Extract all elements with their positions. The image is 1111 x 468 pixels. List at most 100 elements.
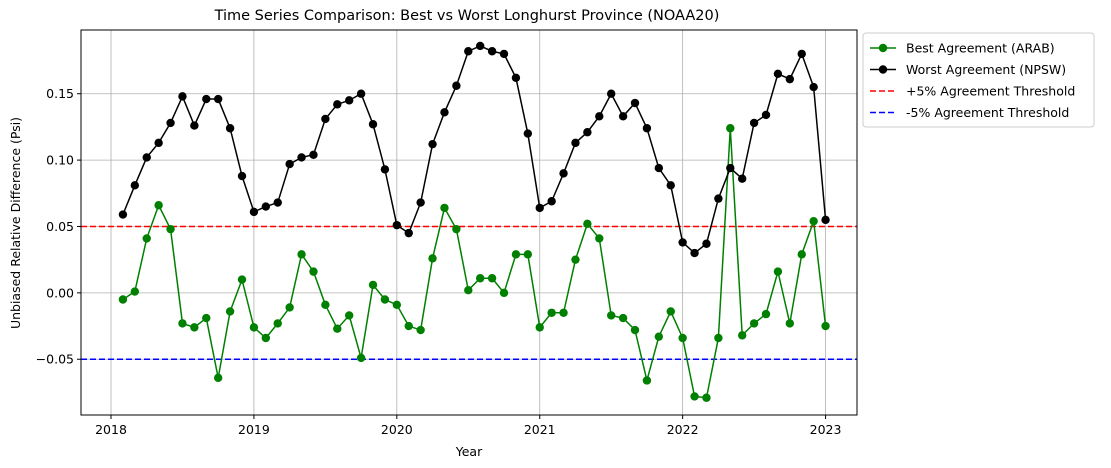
data-point xyxy=(464,286,473,295)
data-point xyxy=(273,319,282,328)
data-point xyxy=(333,100,342,109)
x-tick-label: 2023 xyxy=(810,422,842,437)
y-tick-label: 0.10 xyxy=(46,153,74,168)
data-point xyxy=(571,255,580,264)
data-point xyxy=(452,81,461,90)
data-point xyxy=(380,165,390,174)
data-point xyxy=(404,321,413,331)
data-point xyxy=(487,274,497,283)
data-point xyxy=(321,114,330,124)
series-group xyxy=(118,124,830,402)
data-point xyxy=(547,308,556,317)
data-point xyxy=(309,267,318,276)
data-point xyxy=(190,323,199,332)
data-point xyxy=(678,333,687,343)
data-point xyxy=(118,295,128,304)
data-point xyxy=(118,210,128,219)
data-point xyxy=(583,128,592,137)
data-point xyxy=(714,194,723,203)
series-line xyxy=(122,45,827,255)
data-point xyxy=(618,112,628,121)
data-point xyxy=(571,138,580,148)
data-point xyxy=(344,96,354,105)
legend-label: Worst Agreement (NPSW) xyxy=(906,62,1066,77)
data-point xyxy=(249,207,259,217)
data-point xyxy=(690,392,699,401)
legend-swatch-marker xyxy=(878,43,888,53)
legend-label: -5% Agreement Threshold xyxy=(906,105,1069,120)
data-point xyxy=(416,198,425,207)
data-point xyxy=(213,94,223,104)
data-point xyxy=(702,393,711,402)
data-point xyxy=(654,163,664,173)
data-point xyxy=(511,250,521,259)
data-point xyxy=(726,124,735,133)
data-point xyxy=(737,174,747,183)
series-line xyxy=(122,128,827,399)
data-point xyxy=(237,171,247,181)
data-point xyxy=(761,309,771,319)
data-point xyxy=(154,138,163,148)
data-point xyxy=(225,124,235,133)
legend-label: Best Agreement (ARAB) xyxy=(906,41,1055,56)
data-point xyxy=(428,139,437,149)
data-point xyxy=(213,373,223,383)
data-point xyxy=(618,313,628,323)
data-point xyxy=(130,181,140,190)
data-point xyxy=(464,47,473,56)
data-point xyxy=(428,254,437,263)
data-point xyxy=(630,98,640,108)
data-point xyxy=(821,321,830,331)
data-point xyxy=(666,307,675,316)
data-point xyxy=(225,307,235,316)
data-point xyxy=(511,73,521,82)
x-tick-label: 2022 xyxy=(667,422,699,437)
y-tick-label: 0.15 xyxy=(46,86,74,101)
data-point xyxy=(440,108,449,117)
data-point xyxy=(773,267,783,276)
legend-swatch-marker xyxy=(878,65,888,74)
series-layer xyxy=(118,41,830,402)
data-point xyxy=(380,295,390,304)
x-axis-label: Year xyxy=(455,444,483,459)
data-point xyxy=(547,197,556,206)
data-point xyxy=(606,311,616,320)
data-point xyxy=(178,92,187,101)
plot-frame xyxy=(80,29,858,416)
data-point xyxy=(416,325,425,335)
data-point xyxy=(499,49,509,59)
data-point xyxy=(714,333,723,343)
data-point xyxy=(690,248,699,258)
data-point xyxy=(583,219,592,229)
y-tick-label: −0.05 xyxy=(36,352,74,367)
data-point xyxy=(535,323,544,332)
data-point xyxy=(797,250,806,259)
data-point xyxy=(642,376,652,385)
data-point xyxy=(749,118,759,128)
axis-ticks: 2018 2019 2020 2021 2022 2023 −0.05 0.00 0.05 0.1… xyxy=(36,86,842,437)
data-point xyxy=(595,112,604,121)
data-point xyxy=(785,319,795,328)
data-point xyxy=(309,150,318,159)
legend-label: +5% Agreement Threshold xyxy=(906,84,1075,99)
data-point xyxy=(344,311,354,320)
data-point xyxy=(606,89,616,98)
data-point xyxy=(285,303,294,312)
data-point xyxy=(321,300,330,310)
x-tick-label: 2021 xyxy=(524,422,556,437)
data-point xyxy=(285,159,294,169)
data-point xyxy=(261,202,271,211)
data-point xyxy=(761,110,771,120)
data-point xyxy=(333,324,342,333)
data-point xyxy=(154,201,163,210)
data-point xyxy=(166,118,175,128)
data-point xyxy=(190,121,199,130)
data-point xyxy=(785,74,795,84)
data-point xyxy=(368,120,378,129)
data-point xyxy=(440,203,449,213)
data-point xyxy=(523,129,533,138)
data-point xyxy=(726,163,735,173)
data-point xyxy=(297,250,306,259)
